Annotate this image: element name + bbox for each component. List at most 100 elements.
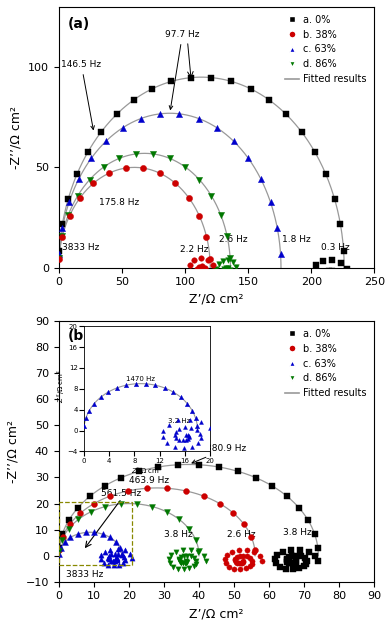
Point: [232, 557, 239, 567]
Point: [335, 272, 341, 282]
Point: [223, 263, 229, 273]
Point: [251, 547, 258, 557]
Point: [312, 147, 318, 157]
Point: [320, 256, 326, 266]
Point: [184, 551, 191, 561]
Point: [167, 558, 173, 568]
Point: [111, 561, 117, 571]
Point: [214, 274, 221, 284]
Point: [225, 263, 231, 273]
Point: [344, 264, 350, 274]
Point: [301, 561, 307, 571]
Point: [178, 552, 184, 562]
Point: [191, 255, 198, 265]
Point: [77, 192, 83, 203]
Point: [149, 84, 155, 94]
Point: [321, 275, 328, 285]
Point: [221, 270, 228, 280]
Text: 561.5 Hz: 561.5 Hz: [101, 488, 141, 498]
Point: [218, 277, 224, 287]
Point: [77, 508, 83, 518]
Point: [286, 558, 292, 568]
Point: [205, 271, 211, 281]
Point: [91, 527, 98, 537]
Point: [107, 491, 113, 501]
Point: [59, 223, 65, 233]
Point: [90, 178, 96, 188]
Point: [114, 555, 120, 565]
Point: [316, 283, 322, 293]
Point: [296, 564, 302, 574]
Point: [116, 559, 122, 569]
Point: [222, 554, 228, 564]
Point: [213, 264, 220, 274]
Point: [192, 267, 199, 277]
Text: 175.8 Hz: 175.8 Hz: [99, 199, 139, 208]
Point: [110, 556, 116, 566]
Point: [187, 260, 193, 270]
Point: [108, 549, 114, 559]
Point: [313, 260, 319, 270]
Point: [293, 551, 299, 561]
Point: [56, 545, 62, 555]
Point: [228, 268, 234, 278]
Point: [136, 466, 142, 477]
Point: [105, 553, 112, 563]
Point: [238, 558, 244, 568]
Point: [200, 491, 207, 501]
Point: [322, 285, 328, 295]
Point: [123, 163, 129, 173]
Point: [259, 556, 265, 566]
Point: [157, 168, 163, 178]
Point: [311, 529, 318, 539]
Bar: [58, 502, 132, 565]
Point: [175, 460, 181, 470]
Point: [214, 123, 220, 133]
Point: [208, 191, 214, 201]
Point: [168, 550, 174, 560]
Text: 3.8 Hz: 3.8 Hz: [283, 528, 312, 537]
Point: [193, 264, 200, 274]
Point: [176, 554, 182, 564]
Point: [101, 162, 107, 172]
Point: [231, 564, 238, 574]
Point: [203, 275, 210, 285]
Point: [228, 76, 234, 87]
Point: [102, 547, 108, 557]
Point: [269, 481, 276, 491]
Point: [91, 498, 97, 508]
Point: [283, 564, 289, 574]
Point: [103, 136, 109, 146]
Point: [65, 524, 72, 534]
Point: [106, 554, 113, 564]
Point: [240, 556, 246, 566]
Point: [223, 558, 229, 568]
Point: [204, 255, 211, 265]
Point: [292, 557, 298, 567]
Point: [56, 543, 62, 553]
Point: [186, 564, 192, 574]
Point: [227, 253, 233, 263]
Point: [113, 109, 120, 119]
Point: [323, 275, 330, 285]
Point: [200, 279, 207, 289]
Text: 97.7 Hz: 97.7 Hz: [165, 30, 200, 110]
Point: [88, 154, 94, 164]
Text: 2.2 Hz: 2.2 Hz: [180, 245, 209, 254]
Point: [113, 537, 119, 547]
Point: [107, 545, 114, 555]
Point: [157, 109, 163, 119]
Point: [234, 558, 240, 568]
Point: [65, 209, 72, 219]
Point: [125, 486, 131, 496]
Point: [176, 557, 183, 567]
Point: [180, 558, 186, 568]
Point: [144, 483, 150, 493]
Point: [183, 556, 190, 566]
Point: [227, 275, 233, 285]
Point: [315, 543, 321, 553]
Point: [308, 273, 314, 283]
Point: [178, 558, 184, 568]
Point: [283, 556, 290, 566]
Point: [311, 280, 317, 290]
